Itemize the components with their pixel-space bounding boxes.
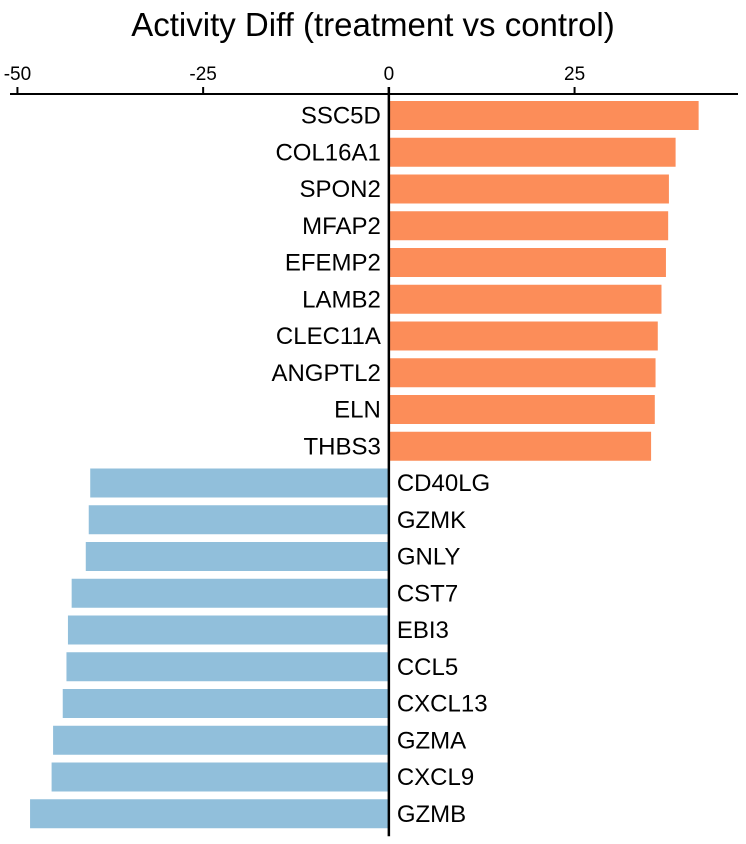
category-label: GZMK [397, 507, 466, 534]
chart-title: Activity Diff (treatment vs control) [131, 6, 615, 43]
category-label: CD40LG [397, 470, 490, 497]
bar-gzmk [88, 505, 389, 535]
bar-gzmb [30, 799, 389, 829]
x-tick-label: -50 [4, 64, 31, 85]
bar-col16a1 [388, 137, 676, 167]
category-label: THBS3 [303, 433, 380, 460]
category-label: LAMB2 [302, 286, 381, 313]
category-label: SPON2 [299, 176, 380, 203]
category-label: GZMB [397, 801, 466, 828]
x-tick-label: -25 [189, 64, 216, 85]
category-label: CST7 [397, 580, 458, 607]
category-label: GNLY [397, 544, 461, 571]
bar-efemp2 [388, 248, 666, 277]
x-axis-ticks: -50 -25 0 25 [4, 64, 585, 94]
category-label: EBI3 [397, 617, 449, 644]
x-tick-label: 25 [564, 64, 585, 85]
category-label: CXCL9 [397, 764, 474, 791]
bars [30, 101, 699, 829]
bar-mfap2 [388, 211, 669, 241]
category-label: GZMA [397, 727, 466, 754]
bar-spon2 [388, 174, 669, 204]
bar-cxcl13 [62, 689, 389, 718]
category-label: CCL5 [397, 654, 458, 681]
bar-gzma [53, 725, 389, 755]
bar-angptl2 [388, 358, 656, 388]
bar-cxcl9 [51, 762, 389, 792]
category-label: ANGPTL2 [271, 360, 380, 387]
category-label: CLEC11A [276, 323, 381, 350]
bar-clec11a [388, 321, 658, 351]
category-label: ELN [334, 397, 381, 424]
bar-cst7 [71, 578, 389, 608]
category-label: SSC5D [301, 103, 381, 130]
category-label: CXCL13 [397, 691, 488, 718]
bar-ssc5d [388, 101, 699, 130]
category-label: MFAP2 [302, 213, 381, 240]
category-label: EFEMP2 [285, 250, 381, 277]
x-tick-label: 0 [384, 64, 395, 85]
bar-lamb2 [388, 284, 662, 314]
bar-thbs3 [388, 431, 652, 461]
bar-labels: SSC5D COL16A1 SPON2 MFAP2 EFEMP2 LAMB2 CLEC11A… [271, 103, 490, 828]
bar-gnly [85, 542, 389, 571]
category-label: COL16A1 [275, 139, 380, 166]
bar-ebi3 [67, 615, 389, 645]
bar-cd40lg [90, 468, 389, 498]
bar-eln [388, 395, 655, 424]
bar-ccl5 [66, 652, 389, 682]
